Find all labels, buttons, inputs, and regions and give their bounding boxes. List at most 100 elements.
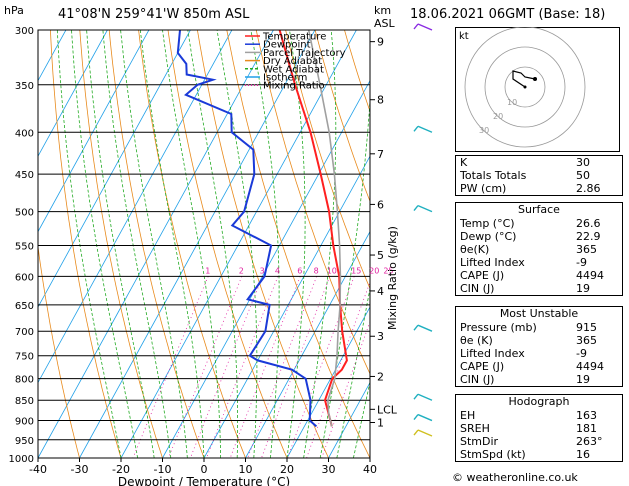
stat-row-unstable: CAPE (J) 4494 bbox=[456, 360, 622, 373]
pressure-tick-label: 650 bbox=[15, 301, 34, 312]
stat-row-hodo: StmSpd (kt) 16 bbox=[456, 448, 622, 461]
stat-row-general: PW (cm) 2.86 bbox=[456, 182, 622, 195]
stat-label: Temp (°C) bbox=[460, 217, 515, 230]
hodograph: kt 10 20 30 bbox=[455, 27, 620, 152]
mixing-ratio-label: 3 bbox=[260, 266, 265, 275]
wet-adiabat-line bbox=[286, 30, 306, 458]
stat-label: Pressure (mb) bbox=[460, 321, 537, 334]
stat-label: StmSpd (kt) bbox=[460, 448, 526, 461]
hodograph-frame bbox=[455, 27, 620, 152]
pressure-tick-label: 850 bbox=[15, 396, 34, 407]
mixing-ratio-label: 2 bbox=[239, 266, 244, 275]
wet-adiabat-line bbox=[120, 30, 188, 458]
mixing-ratio-label: 15 bbox=[351, 266, 361, 275]
isotherm-line bbox=[38, 30, 150, 233]
stat-label: CAPE (J) bbox=[460, 269, 505, 282]
stat-row-surface: CAPE (J) 4494 bbox=[456, 269, 622, 282]
legend-label: Temperature bbox=[262, 32, 326, 43]
plot-frame bbox=[37, 29, 371, 459]
mixing-ratio-line bbox=[168, 276, 243, 458]
x-tick-label: -40 bbox=[29, 463, 47, 476]
stat-label: Totals Totals bbox=[460, 169, 527, 182]
wind-barb bbox=[417, 413, 433, 422]
stat-value: 4494 bbox=[576, 269, 604, 282]
pressure-tick-label: 350 bbox=[15, 81, 34, 92]
stat-row-surface: Dewp (°C) 22.9 bbox=[456, 230, 622, 243]
stat-row-unstable: θe (K) 365 bbox=[456, 334, 622, 347]
hodograph-ring bbox=[484, 46, 566, 128]
stat-row-unstable: Lifted Index -9 bbox=[456, 347, 622, 360]
surface-title: Surface bbox=[518, 203, 560, 216]
wind-barb-flag bbox=[413, 125, 419, 132]
wind-barb bbox=[417, 125, 433, 133]
km-tick-label: 3 bbox=[377, 330, 384, 343]
legend-label: Isotherm bbox=[263, 73, 307, 84]
pressure-tick-label: 550 bbox=[15, 241, 34, 252]
copyright: © weatheronline.co.uk bbox=[452, 471, 578, 484]
isotherm-line bbox=[203, 155, 370, 458]
hodograph-end-dot bbox=[533, 77, 537, 81]
mixing-ratio-line bbox=[206, 276, 279, 458]
stat-value: 181 bbox=[576, 422, 597, 435]
km-tick-label: 9 bbox=[377, 36, 384, 49]
dry-adiabat-line bbox=[79, 30, 163, 458]
stat-value: 263° bbox=[576, 435, 603, 448]
wet-adiabat-line bbox=[187, 30, 238, 458]
stats-most-unstable: Most Unstable Pressure (mb) 915 θe (K) 365 L… bbox=[455, 306, 623, 387]
km-label: km bbox=[374, 4, 392, 17]
x-tick-label: 40 bbox=[363, 463, 377, 476]
stat-row-surface: θe(K) 365 bbox=[456, 243, 622, 256]
stat-row-hodo: StmDir 263° bbox=[456, 435, 622, 448]
isotherm-line bbox=[286, 306, 370, 458]
mixing-ratio-line bbox=[261, 276, 331, 458]
stat-value: 50 bbox=[576, 169, 590, 182]
wind-barb-flag bbox=[413, 324, 419, 331]
stat-value: 26.6 bbox=[576, 217, 601, 230]
location-title: 41°08'N 259°41'W 850m ASL bbox=[58, 7, 250, 22]
wind-barb-flag bbox=[413, 414, 419, 420]
series-line-parcel-trajectory bbox=[307, 30, 342, 427]
mixing-ratio-line bbox=[190, 276, 263, 458]
stat-row-hodo: SREH 181 bbox=[456, 422, 622, 435]
wet-adiabat-line bbox=[216, 30, 258, 458]
x-tick-label: -10 bbox=[154, 463, 172, 476]
stats-surface: Surface Temp (°C) 26.6 Dewp (°C) 22.9 θe(K) 3… bbox=[455, 202, 623, 296]
isotherm-line bbox=[245, 230, 370, 458]
stat-label: SREH bbox=[460, 422, 490, 435]
wet-adiabat-line bbox=[71, 30, 138, 458]
stat-row-surface: Lifted Index -9 bbox=[456, 256, 622, 269]
wind-barb bbox=[417, 23, 433, 31]
pressure-tick-label: 300 bbox=[15, 26, 34, 37]
mixing-ratio-line bbox=[247, 276, 317, 458]
km-tick-label: 7 bbox=[377, 148, 384, 161]
pressure-tick-label: 800 bbox=[15, 375, 34, 386]
stat-label: Dewp (°C) bbox=[460, 230, 517, 243]
stat-row-general: Totals Totals 50 bbox=[456, 169, 622, 182]
wet-adiabat-line bbox=[353, 380, 370, 458]
wind-barb-flag bbox=[413, 393, 419, 400]
km-tick-label: 1 bbox=[377, 417, 384, 430]
wind-barb bbox=[417, 429, 433, 437]
isotherm-line bbox=[38, 30, 274, 458]
stat-row-unstable: CIN (J) 19 bbox=[456, 373, 622, 386]
km-tick-label: 6 bbox=[377, 198, 384, 211]
series-line-dewpoint bbox=[176, 30, 318, 428]
pressure-tick-label: 450 bbox=[15, 170, 34, 181]
stat-value: 22.9 bbox=[576, 230, 601, 243]
stat-value: 4494 bbox=[576, 360, 604, 373]
mixing-ratio-label: 1 bbox=[205, 266, 210, 275]
hodograph-ring-label: 30 bbox=[479, 126, 489, 135]
stat-value: 915 bbox=[576, 321, 597, 334]
wind-barb bbox=[417, 393, 433, 401]
wind-barb bbox=[417, 204, 433, 213]
x-tick-label: 0 bbox=[201, 463, 208, 476]
stat-label: PW (cm) bbox=[460, 182, 507, 195]
isotherm-line bbox=[38, 30, 108, 158]
mixing-ratio-label: 10 bbox=[327, 266, 337, 275]
hodograph-ring bbox=[464, 27, 586, 148]
pressure-tick-label: 950 bbox=[15, 436, 34, 447]
hodograph-ring bbox=[504, 66, 546, 108]
pressure-tick-label: 700 bbox=[15, 327, 34, 338]
stat-label: θe (K) bbox=[460, 334, 493, 347]
